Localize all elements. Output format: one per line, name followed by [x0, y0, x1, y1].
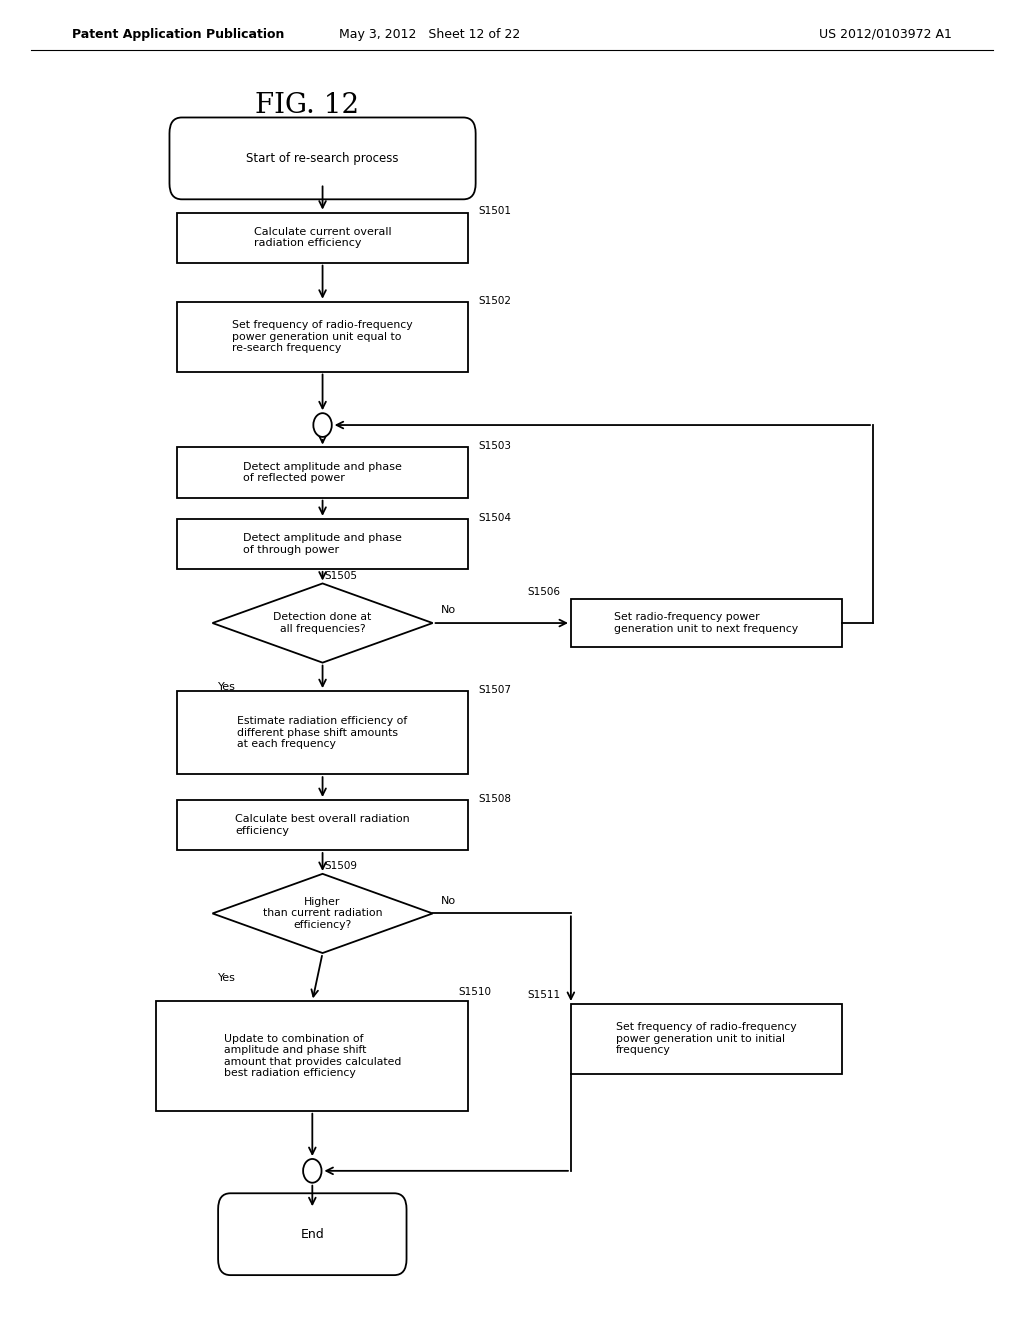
Bar [156, 1001, 469, 1111]
FancyBboxPatch shape [218, 1193, 407, 1275]
Text: Start of re-search process: Start of re-search process [247, 152, 398, 165]
Text: US 2012/0103972 A1: US 2012/0103972 A1 [819, 28, 952, 41]
Text: FIG. 12: FIG. 12 [255, 92, 359, 119]
Bar [570, 1003, 842, 1074]
FancyBboxPatch shape [170, 117, 475, 199]
Text: Detection done at
all frequencies?: Detection done at all frequencies? [273, 612, 372, 634]
Text: Estimate radiation efficiency of
different phase shift amounts
at each frequency: Estimate radiation efficiency of differe… [238, 715, 408, 750]
Bar [177, 692, 469, 774]
Text: Yes: Yes [218, 973, 236, 983]
Text: S1506: S1506 [527, 586, 560, 597]
Bar [570, 599, 842, 647]
Bar [177, 213, 469, 263]
Bar [177, 800, 469, 850]
Text: No: No [440, 895, 456, 906]
Text: Yes: Yes [218, 682, 236, 693]
Text: S1507: S1507 [479, 685, 512, 694]
Polygon shape [213, 874, 432, 953]
Circle shape [303, 1159, 322, 1183]
Text: S1509: S1509 [325, 861, 357, 871]
Text: Set frequency of radio-frequency
power generation unit to initial
frequency: Set frequency of radio-frequency power g… [616, 1022, 797, 1056]
Text: Detect amplitude and phase
of reflected power: Detect amplitude and phase of reflected … [243, 462, 402, 483]
Text: Update to combination of
amplitude and phase shift
amount that provides calculat: Update to combination of amplitude and p… [223, 1034, 401, 1078]
Text: Calculate best overall radiation
efficiency: Calculate best overall radiation efficie… [236, 814, 410, 836]
Text: No: No [440, 605, 456, 615]
Text: S1510: S1510 [459, 987, 492, 998]
Text: S1505: S1505 [325, 570, 357, 581]
Bar [177, 301, 469, 372]
Text: Higher
than current radiation
efficiency?: Higher than current radiation efficiency… [263, 896, 382, 931]
Text: S1503: S1503 [479, 441, 512, 451]
Text: S1502: S1502 [479, 296, 512, 306]
Text: S1508: S1508 [479, 793, 512, 804]
Text: S1501: S1501 [479, 206, 512, 216]
Text: May 3, 2012   Sheet 12 of 22: May 3, 2012 Sheet 12 of 22 [339, 28, 521, 41]
Text: Patent Application Publication: Patent Application Publication [72, 28, 284, 41]
Polygon shape [213, 583, 432, 663]
Text: End: End [300, 1228, 325, 1241]
Text: S1504: S1504 [479, 512, 512, 523]
Text: Detect amplitude and phase
of through power: Detect amplitude and phase of through po… [243, 533, 402, 554]
Text: S1511: S1511 [527, 990, 560, 1001]
Bar [177, 519, 469, 569]
Text: Set radio-frequency power
generation unit to next frequency: Set radio-frequency power generation uni… [614, 612, 799, 634]
Text: Set frequency of radio-frequency
power generation unit equal to
re-search freque: Set frequency of radio-frequency power g… [232, 319, 413, 354]
Bar [177, 447, 469, 498]
Circle shape [313, 413, 332, 437]
Text: Calculate current overall
radiation efficiency: Calculate current overall radiation effi… [254, 227, 391, 248]
